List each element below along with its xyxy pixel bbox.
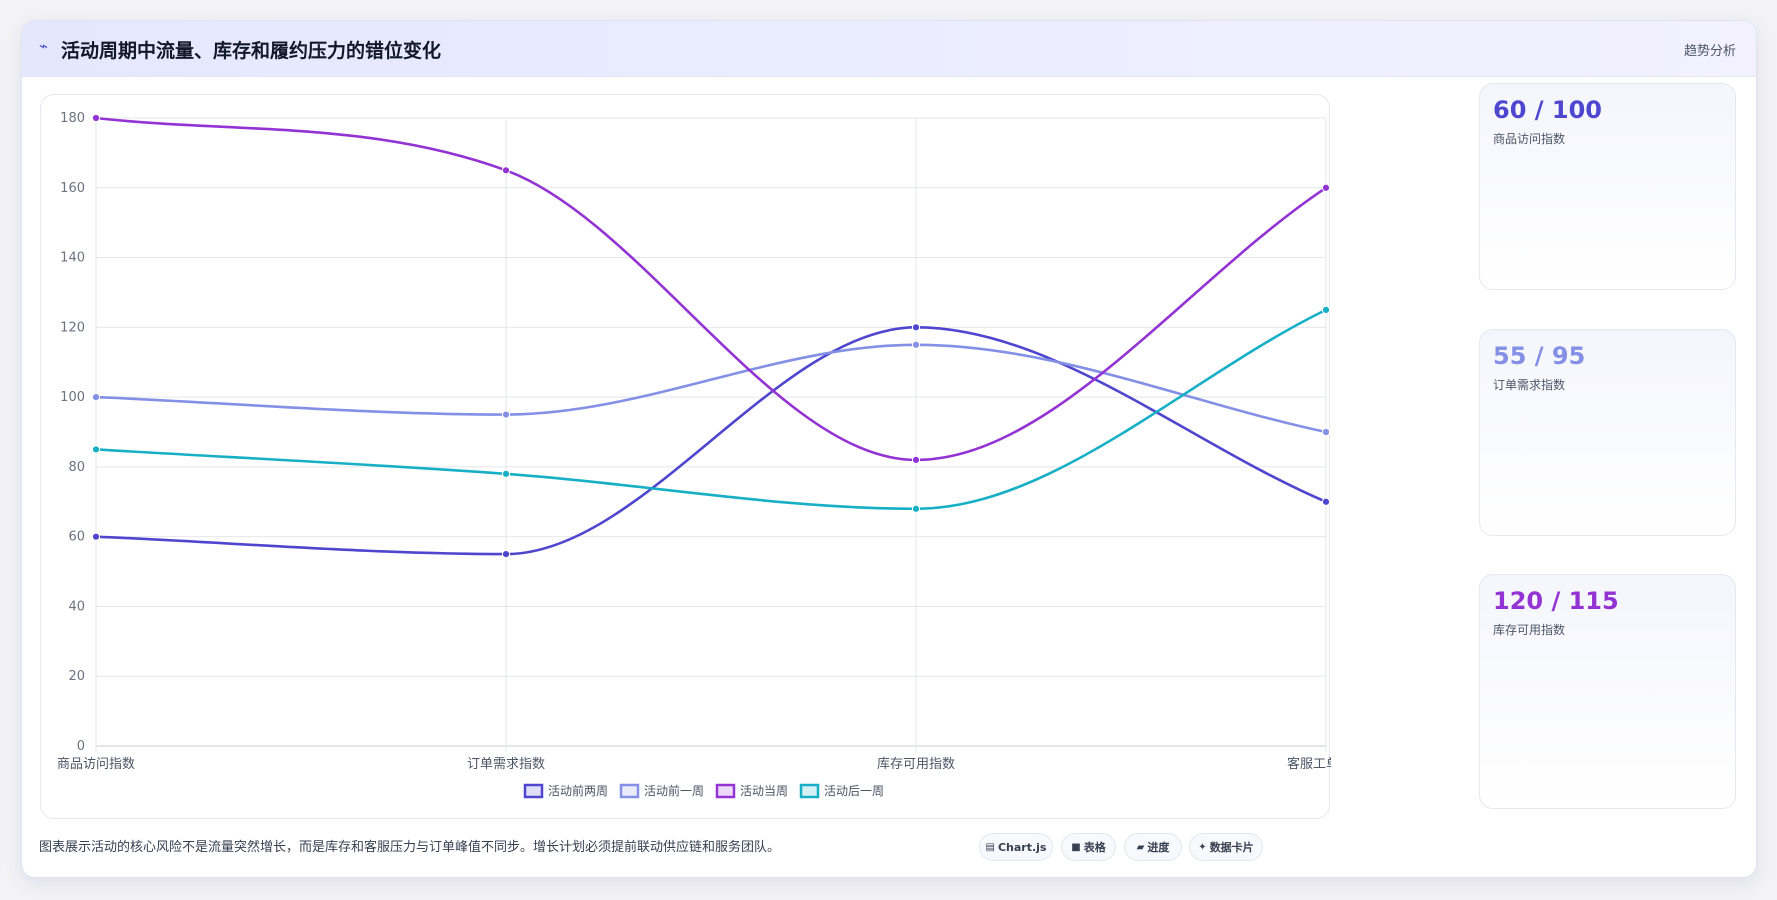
legend-swatch: [523, 783, 544, 799]
legend-label: 活动后一周: [824, 784, 884, 798]
x-tick-label: 订单需求指数: [467, 757, 545, 772]
legend-label: 活动前一周: [644, 783, 704, 798]
stat-label: 订单需求指数: [1493, 378, 1566, 392]
legend-swatch: [619, 783, 640, 799]
data-point: [1321, 497, 1331, 506]
y-tick-label: 40: [68, 599, 85, 614]
stat-label: 库存可用指数: [1493, 623, 1566, 637]
x-tick-label: 客服工单指数: [1287, 756, 1331, 772]
stat-card-inventory: 120 / 115 库存可用指数: [1479, 574, 1736, 809]
stat-card-visits: 60 / 100 商品访问指数: [1479, 83, 1736, 290]
y-tick-label: 180: [60, 111, 85, 126]
series-line-4: [95, 308, 1327, 511]
data-point: [1321, 427, 1331, 437]
data-point: [911, 455, 921, 465]
data-point: [911, 340, 921, 349]
series-line-2: [95, 343, 1327, 434]
legend-swatch: [715, 783, 736, 799]
y-tick-label: 100: [60, 390, 85, 405]
y-tick-label: 80: [68, 460, 85, 475]
y-tick-label: 120: [60, 320, 85, 335]
data-point: [501, 166, 511, 175]
y-tick-label: 140: [60, 251, 85, 266]
data-point: [911, 504, 921, 513]
y-tick-label: 160: [60, 181, 85, 196]
data-point: [911, 323, 921, 332]
data-point: [91, 532, 101, 541]
data-point: [501, 410, 511, 419]
y-tick-label: 60: [68, 530, 85, 545]
chip-table[interactable]: ■ 表格: [1061, 833, 1116, 861]
stat-label: 商品访问指数: [1493, 132, 1566, 146]
data-point: [1321, 183, 1331, 192]
chip-progress[interactable]: ▰ 进度: [1124, 833, 1182, 861]
chip-chartjs[interactable]: ▤ Chart.js: [979, 833, 1053, 861]
data-point: [91, 113, 101, 123]
x-tick-label: 商品访问指数: [57, 757, 135, 772]
legend-label: 活动前两周: [548, 783, 608, 798]
stat-value: 60 / 100: [1493, 96, 1602, 124]
data-point: [1321, 305, 1331, 314]
chip-label: 表格: [1083, 841, 1106, 854]
x-tick-label: 库存可用指数: [877, 756, 955, 772]
chart-footnote: 图表展示活动的核心风险不是流量突然增长，而是库存和客服压力与订单峰值不同步。增长…: [39, 840, 781, 855]
chip-label: 数据卡片: [1209, 841, 1254, 854]
table-icon: ■: [1071, 841, 1081, 853]
y-tick-label: 20: [68, 669, 85, 684]
stat-value: 120 / 115: [1493, 587, 1619, 615]
stat-value: 55 / 95: [1493, 342, 1586, 370]
series-line-3: [95, 116, 1327, 462]
legend-swatch: [799, 783, 820, 799]
card-header: ⌁ 活动周期中流量、库存和履约压力的错位变化 趋势分析: [22, 21, 1756, 77]
trend-analysis-link[interactable]: 趋势分析: [1683, 44, 1736, 59]
legend-label: 活动当周: [740, 784, 788, 798]
line-chart: 0 20 40 60 80 100 120 140 160 180 商品访问指数 订单需求指数 库存可用…: [57, 111, 1331, 799]
card-icon: ✦: [1198, 841, 1207, 853]
data-point: [501, 550, 511, 559]
chip-data-card[interactable]: ✦ 数据卡片: [1189, 833, 1263, 861]
y-tick-label: 0: [77, 739, 85, 754]
chart-card: ⌁ 活动周期中流量、库存和履约压力的错位变化 趋势分析 0 20 40 60 80 100…: [21, 20, 1757, 878]
chip-label: Chart.js: [997, 840, 1047, 854]
card-title: 活动周期中流量、库存和履约压力的错位变化: [61, 40, 442, 62]
chart-icon: ▤: [985, 841, 995, 853]
series-line-1: [95, 326, 1327, 556]
progress-icon: ▰: [1136, 841, 1145, 853]
stat-card-orders: 55 / 95 订单需求指数: [1479, 329, 1736, 536]
data-point: [91, 445, 101, 454]
chip-label: 进度: [1147, 841, 1170, 854]
trend-line-icon: ⌁: [39, 37, 49, 55]
data-point: [501, 469, 511, 478]
data-point: [91, 393, 101, 402]
chart-panel: 0 20 40 60 80 100 120 140 160 180 商品访问指数 订单需求指数 库存可用…: [40, 94, 1331, 819]
